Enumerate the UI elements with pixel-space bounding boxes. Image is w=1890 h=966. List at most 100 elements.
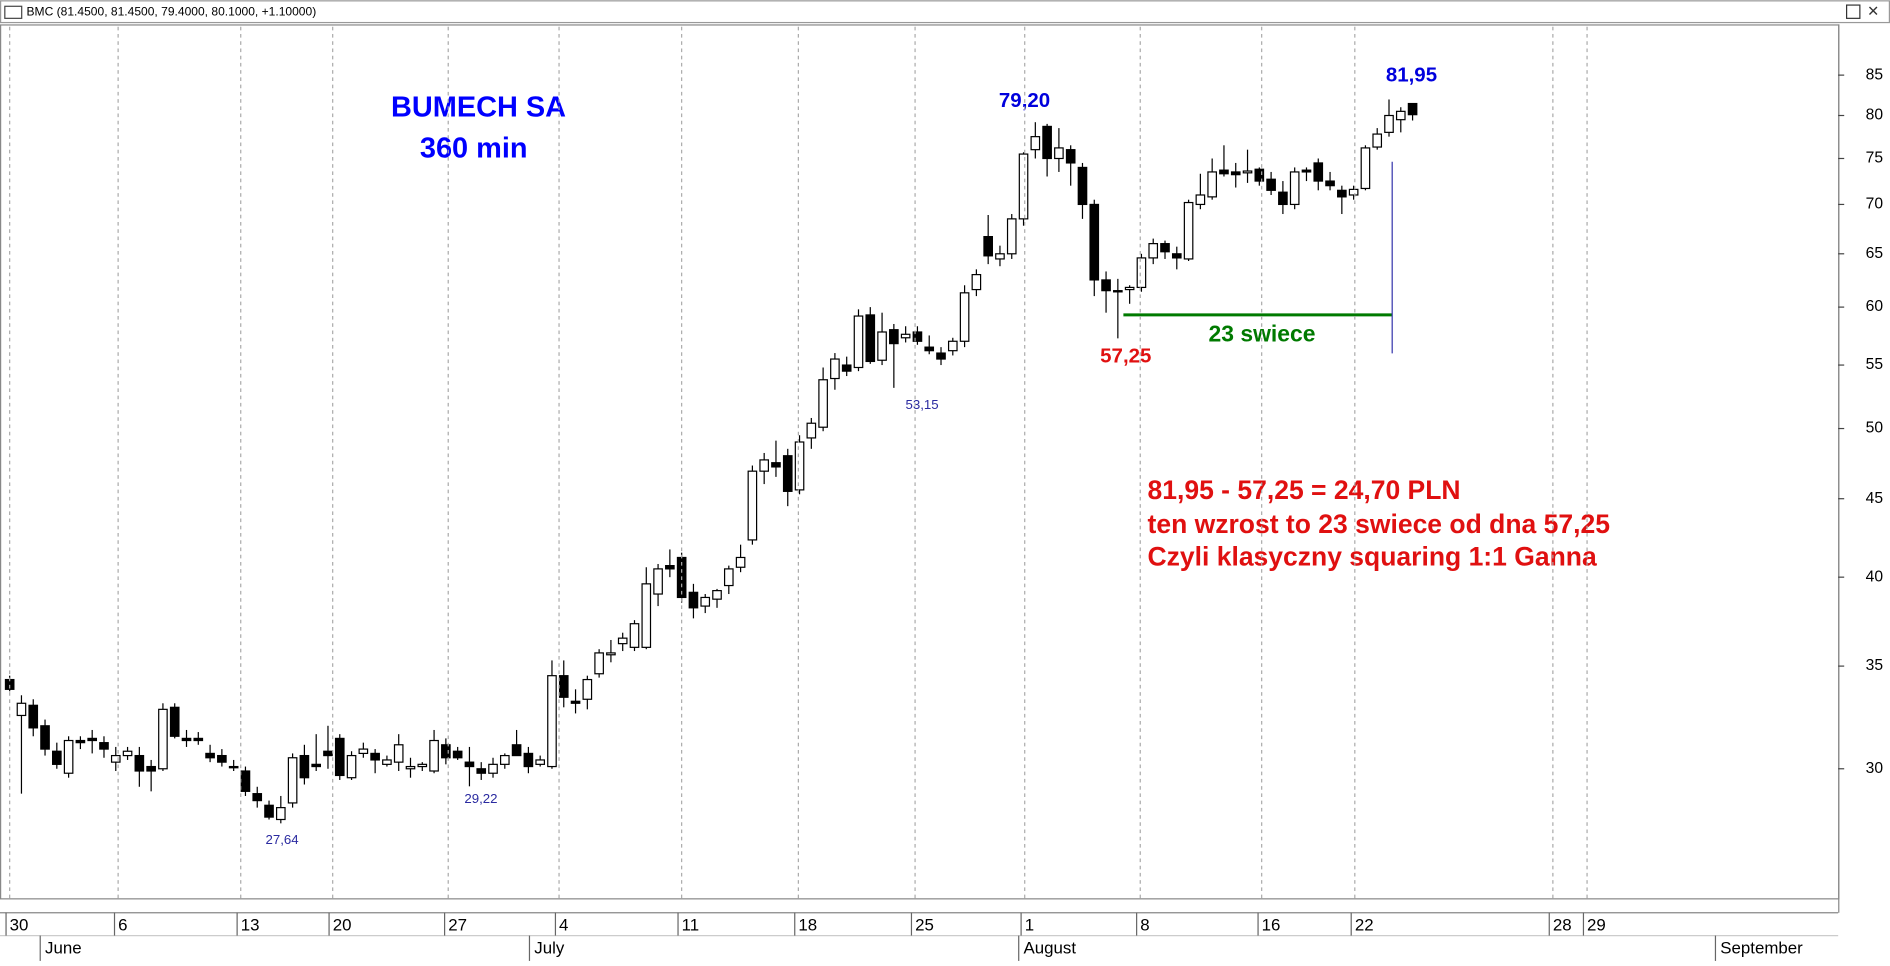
candle-body <box>393 744 404 763</box>
candle-body <box>1124 286 1135 291</box>
candle-body <box>1348 188 1359 196</box>
candle-body <box>723 568 734 587</box>
candle-body <box>570 700 581 704</box>
candle-body <box>523 752 534 768</box>
candle-body <box>1171 253 1182 259</box>
candle-body <box>452 750 463 759</box>
candle-body <box>264 804 274 818</box>
x-tick-label: 13 <box>241 915 260 934</box>
y-tick-label: 80 <box>1866 107 1884 124</box>
candle-body <box>358 748 369 755</box>
candle-body <box>1113 290 1123 293</box>
candle-body <box>853 315 864 369</box>
candle-body <box>794 441 805 491</box>
candle-body <box>594 652 604 675</box>
candle-body <box>995 253 1005 260</box>
candle-body <box>1136 257 1147 289</box>
candle-body <box>1207 171 1217 198</box>
window-title: BMC (81.4500, 81.4500, 79.4000, 80.1000,… <box>27 4 317 18</box>
maximize-button[interactable] <box>1846 4 1861 19</box>
candle-body <box>1337 189 1347 198</box>
month-label: September <box>1720 938 1803 957</box>
candle-body <box>1384 114 1394 133</box>
candle-body <box>653 568 663 595</box>
candle-body <box>370 752 380 761</box>
candle-body <box>1360 147 1371 190</box>
candle-body <box>1148 243 1159 259</box>
y-tick-label: 45 <box>1866 490 1884 507</box>
candle-body <box>558 675 569 698</box>
price-label: 29,22 <box>464 791 497 806</box>
candle-body <box>900 333 911 339</box>
candle-body <box>641 583 652 648</box>
candle-body <box>889 329 899 345</box>
candle-body <box>169 706 180 737</box>
x-tick-label: 16 <box>1262 915 1281 934</box>
candle-body <box>122 750 133 757</box>
candle-body <box>1325 180 1335 187</box>
candle-body <box>405 765 416 770</box>
candle-body <box>1089 203 1100 281</box>
candle-body <box>217 754 227 763</box>
y-tick-label: 70 <box>1866 196 1884 213</box>
month-label: August <box>1024 938 1077 957</box>
candle-body <box>193 737 204 742</box>
candle-body <box>688 591 699 609</box>
candle-body <box>735 556 746 568</box>
candle-body <box>346 754 357 779</box>
candle-body <box>40 725 50 750</box>
chart-subtitle: 360 min <box>420 132 528 164</box>
candle-body <box>87 737 98 742</box>
candle-body <box>252 793 263 802</box>
y-tick-label: 60 <box>1866 298 1884 315</box>
candle-body <box>28 704 39 729</box>
candle-body <box>959 292 970 342</box>
candle-body <box>1289 171 1300 206</box>
candle-body <box>818 379 828 428</box>
candle-body <box>830 358 840 380</box>
candle-body <box>971 274 982 291</box>
note-line: 81,95 - 57,25 = 24,70 PLN <box>1147 475 1460 505</box>
candle-body <box>299 754 310 779</box>
candle-body <box>323 750 333 757</box>
y-tick-label: 65 <box>1866 245 1884 262</box>
candle-body <box>1195 194 1206 206</box>
candle-body <box>665 565 675 570</box>
low-label: 57,25 <box>1100 344 1151 367</box>
y-tick-label: 50 <box>1866 420 1884 437</box>
candle-body <box>983 235 993 257</box>
x-tick-label: 1 <box>1025 915 1034 934</box>
x-tick-label: 28 <box>1553 915 1572 934</box>
candle-body <box>110 754 121 763</box>
close-button[interactable]: ✕ <box>1867 4 1879 20</box>
candle-body <box>1266 178 1276 191</box>
candle-body <box>1065 149 1076 164</box>
month-label: June <box>45 938 82 957</box>
candle-body <box>606 652 616 656</box>
candle-body <box>1395 110 1406 121</box>
candle-body <box>1313 162 1324 182</box>
candle-body <box>1183 201 1194 260</box>
chart-title: BUMECH SA <box>391 91 566 123</box>
candle-body <box>1160 243 1170 253</box>
candle-body <box>441 744 451 759</box>
candle-body <box>499 754 510 765</box>
candle-body <box>1054 147 1064 160</box>
note-line: Czyli klasyczny squaring 1:1 Ganna <box>1147 541 1596 571</box>
candle-body <box>240 770 251 792</box>
candle-body <box>1101 279 1111 292</box>
y-tick-label: 35 <box>1866 657 1884 674</box>
x-tick-label: 25 <box>915 915 934 934</box>
x-tick-label: 6 <box>118 915 127 934</box>
x-tick-label: 8 <box>1140 915 1149 934</box>
candle-body <box>511 744 522 757</box>
candle-body <box>63 739 74 774</box>
candle-body <box>582 678 593 700</box>
candle-body <box>547 675 557 768</box>
candle-body <box>334 737 345 777</box>
month-label: July <box>534 938 565 957</box>
candle-body <box>700 596 711 607</box>
